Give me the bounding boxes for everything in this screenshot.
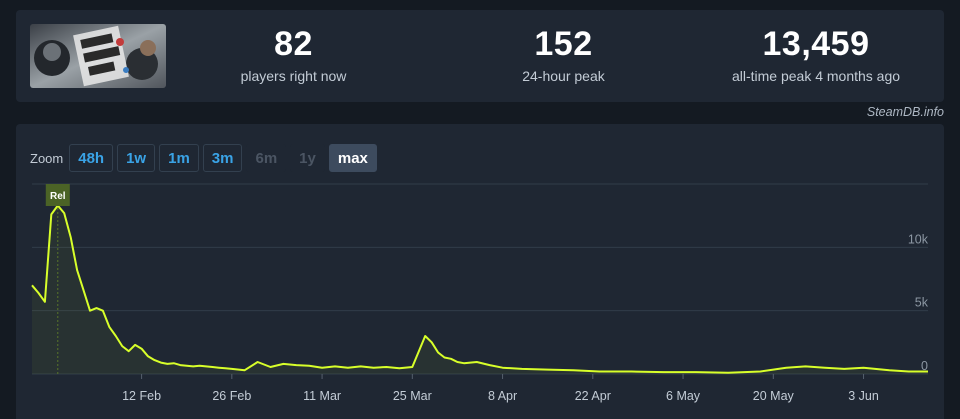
x-tick-label: 3 Jun [848,389,879,403]
zoom-6m-button: 6m [246,144,287,172]
steamdb-credit[interactable]: SteamDB.info [866,105,944,119]
x-tick-label: 25 Mar [393,389,432,403]
x-tick-label: 11 Mar [303,389,341,403]
x-tick-label: 26 Feb [212,389,251,403]
y-tick-label: 0 [921,359,928,373]
y-tick-label: 10k [908,232,929,246]
zoom-controls: Zoom 48h 1w 1m 3m 6m 1y max [30,144,381,172]
x-tick-label: 6 May [666,389,701,403]
release-marker-label: Rel [50,191,66,202]
y-tick-label: 5k [915,296,929,310]
x-tick-label: 22 Apr [575,389,611,403]
zoom-label: Zoom [30,150,64,166]
series-area [32,205,928,374]
peak-24h-value: 152 [534,25,593,63]
x-tick-label: 8 Apr [488,389,517,403]
series-line [31,204,928,374]
player-count-chart-panel: 0 5k 10k 12 Feb 26 Feb 11 Mar 25 Mar 8 Apr 22 Ap… [16,124,944,419]
all-time-peak-value: 13,459 [762,25,870,63]
player-count-chart: 0 5k 10k 12 Feb 26 Feb 11 Mar 25 Mar 8 Apr 22 Ap… [31,183,929,403]
zoom-max-button[interactable]: max [328,144,377,172]
x-tick-label: 12 Feb [122,389,161,403]
peak-24h-stat: 152 24-hour peak [486,24,641,85]
all-time-peak-stat: 13,459 all-time peak 4 months ago [706,24,926,85]
zoom-48h-button[interactable]: 48h [69,144,114,172]
release-marker-flag [45,184,70,206]
zoom-1y-button: 1y [290,144,325,172]
current-players-label: players right now [240,68,347,84]
all-time-peak-label: all-time peak 4 months ago [731,68,901,84]
zoom-1w-button[interactable]: 1w [117,144,156,172]
x-tick-label: 20 May [753,389,795,403]
zoom-3m-button[interactable]: 3m [202,144,243,172]
peak-24h-label: 24-hour peak [522,68,605,84]
game-artwork-image [30,24,166,88]
game-thumbnail[interactable] [30,24,166,88]
current-players-stat: 82 players right now [216,24,371,85]
current-players-value: 82 [274,25,313,63]
player-stats-panel: 82 players right now 152 24-hour peak 13… [16,10,944,102]
zoom-1m-button[interactable]: 1m [159,144,199,172]
